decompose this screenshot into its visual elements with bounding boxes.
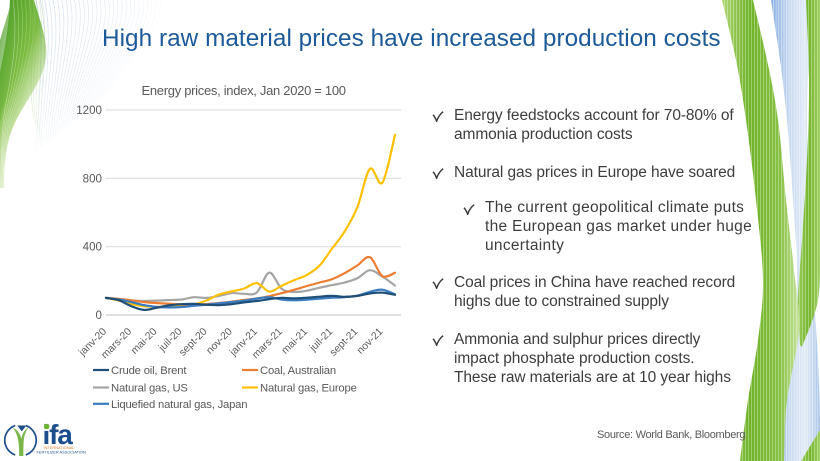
svg-text:sept-21: sept-21 <box>328 326 360 358</box>
svg-text:INTERNATIONAL: INTERNATIONAL <box>44 445 76 450</box>
svg-text:mai-20: mai-20 <box>129 326 159 356</box>
svg-text:Natural gas, Europe: Natural gas, Europe <box>260 383 357 395</box>
svg-text:Energy prices, index, Jan 2020: Energy prices, index, Jan 2020 = 100 <box>142 83 346 98</box>
svg-text:Liquefied natural gas, Japan: Liquefied natural gas, Japan <box>111 399 247 411</box>
svg-text:400: 400 <box>83 241 102 254</box>
svg-text:mai-21: mai-21 <box>280 326 310 356</box>
svg-text:800: 800 <box>83 172 102 185</box>
svg-text:0: 0 <box>96 309 102 322</box>
svg-text:Crude oil, Brent: Crude oil, Brent <box>111 365 187 377</box>
svg-text:nov-21: nov-21 <box>355 326 385 356</box>
svg-text:Natural gas, US: Natural gas, US <box>111 383 188 395</box>
svg-text:Coal, Australian: Coal, Australian <box>260 365 336 377</box>
svg-text:sept-20: sept-20 <box>177 326 209 358</box>
svg-text:FERTILIZER ASSOCIATION: FERTILIZER ASSOCIATION <box>37 449 87 454</box>
svg-text:1200: 1200 <box>76 104 102 117</box>
